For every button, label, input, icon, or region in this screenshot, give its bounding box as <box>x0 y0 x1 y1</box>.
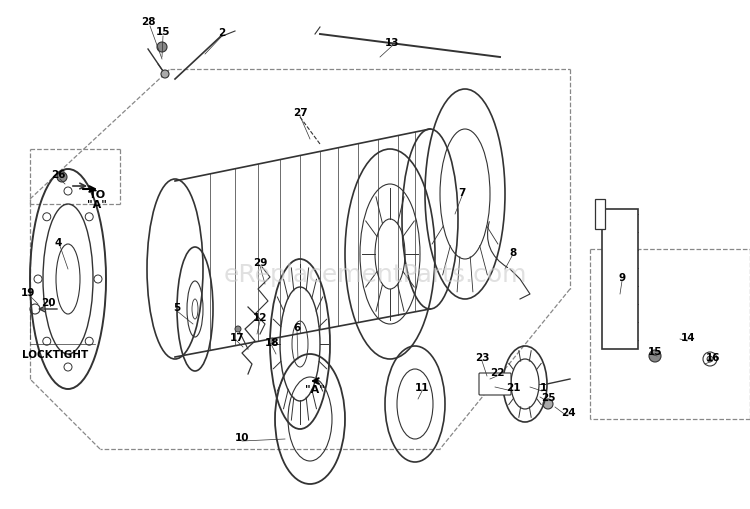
Text: TO: TO <box>88 190 106 200</box>
Circle shape <box>543 399 553 409</box>
Text: 17: 17 <box>230 332 244 343</box>
Text: 20: 20 <box>40 297 56 307</box>
Text: 26: 26 <box>51 169 65 180</box>
FancyBboxPatch shape <box>595 200 605 230</box>
Text: 14: 14 <box>681 332 695 343</box>
Circle shape <box>157 43 167 53</box>
Circle shape <box>649 350 661 362</box>
Text: 6: 6 <box>293 322 301 332</box>
Circle shape <box>269 338 275 344</box>
Text: "A": "A" <box>305 384 325 394</box>
Circle shape <box>707 356 713 362</box>
Text: 13: 13 <box>385 38 399 48</box>
FancyBboxPatch shape <box>602 210 638 349</box>
Text: 9: 9 <box>619 272 626 282</box>
Text: 1: 1 <box>539 382 547 392</box>
Text: 5: 5 <box>173 302 181 313</box>
Text: 11: 11 <box>415 382 429 392</box>
Text: "A": "A" <box>87 200 107 210</box>
Text: 28: 28 <box>141 17 155 27</box>
Text: 27: 27 <box>292 108 308 118</box>
Text: 8: 8 <box>509 247 517 258</box>
Text: 21: 21 <box>506 382 520 392</box>
Text: 19: 19 <box>21 288 35 297</box>
Text: 25: 25 <box>541 392 555 402</box>
Circle shape <box>57 173 67 183</box>
Text: 22: 22 <box>490 367 504 377</box>
Text: LOCKTIGHT: LOCKTIGHT <box>22 349 88 359</box>
FancyBboxPatch shape <box>479 373 511 395</box>
Text: 2: 2 <box>218 28 226 38</box>
Text: 16: 16 <box>706 352 720 362</box>
Text: 4: 4 <box>54 238 62 247</box>
Text: eReplacementParts.com: eReplacementParts.com <box>224 263 526 287</box>
Text: 12: 12 <box>253 313 267 322</box>
Circle shape <box>235 326 241 332</box>
Text: 23: 23 <box>475 352 489 362</box>
Text: 7: 7 <box>458 188 466 197</box>
Text: 10: 10 <box>235 432 249 442</box>
Text: 24: 24 <box>561 407 575 417</box>
Text: 15: 15 <box>156 27 170 37</box>
Circle shape <box>161 71 169 79</box>
Text: 18: 18 <box>265 337 279 347</box>
Text: 15: 15 <box>648 346 662 356</box>
Text: 29: 29 <box>253 258 267 267</box>
